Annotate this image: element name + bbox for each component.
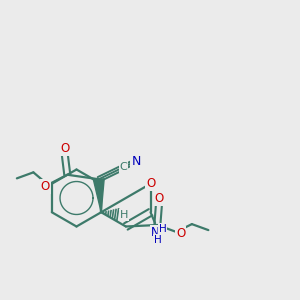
- Text: H: H: [154, 235, 162, 245]
- Text: H: H: [159, 224, 167, 234]
- Text: H: H: [120, 210, 128, 220]
- Text: O: O: [60, 142, 70, 155]
- Text: O: O: [176, 226, 185, 240]
- Text: O: O: [154, 192, 164, 206]
- Text: O: O: [146, 177, 155, 190]
- Text: N: N: [131, 155, 141, 168]
- Polygon shape: [93, 179, 104, 212]
- Text: C: C: [119, 162, 127, 172]
- Text: O: O: [41, 180, 50, 193]
- Text: N: N: [151, 226, 159, 239]
